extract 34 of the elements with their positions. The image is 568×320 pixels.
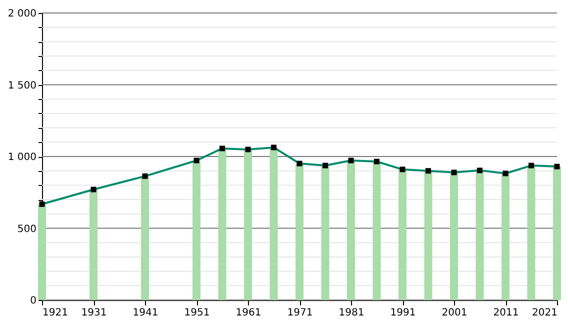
x-tick-label: 2011: [493, 308, 519, 318]
bar: [347, 160, 355, 300]
bar: [527, 166, 536, 300]
x-tick-label: 1981: [338, 308, 364, 318]
x-tick-label: 1961: [236, 308, 262, 318]
bar: [141, 176, 149, 300]
x-tick-label: 1941: [132, 308, 158, 318]
bar: [476, 170, 484, 300]
y-tick-label: 0: [30, 296, 36, 306]
bar: [450, 172, 458, 300]
bar: [38, 204, 46, 300]
y-tick-label: 2 000: [8, 8, 36, 20]
bar: [398, 169, 406, 300]
bar: [270, 147, 278, 300]
bar: [553, 166, 561, 300]
y-tick-label: 1 500: [8, 80, 36, 92]
bar: [321, 166, 330, 300]
y-tick-label: 500: [17, 224, 36, 235]
bar: [372, 162, 381, 300]
x-tick-label: 1951: [184, 308, 210, 318]
x-tick-label: 2001: [442, 308, 468, 318]
bar: [192, 160, 200, 300]
bar: [218, 148, 226, 300]
bar: [424, 170, 432, 300]
x-tick-label: 1931: [81, 308, 107, 318]
bar: [296, 164, 304, 300]
bar: [90, 190, 98, 300]
bar: [244, 149, 252, 300]
bar: [502, 173, 510, 300]
x-tick-label: 1991: [390, 308, 416, 318]
y-tick-label: 1 000: [8, 152, 36, 163]
x-tick-label: 1921: [42, 308, 68, 318]
x-tick-label: 2021: [532, 308, 558, 318]
x-tick-label: 1971: [287, 308, 313, 318]
